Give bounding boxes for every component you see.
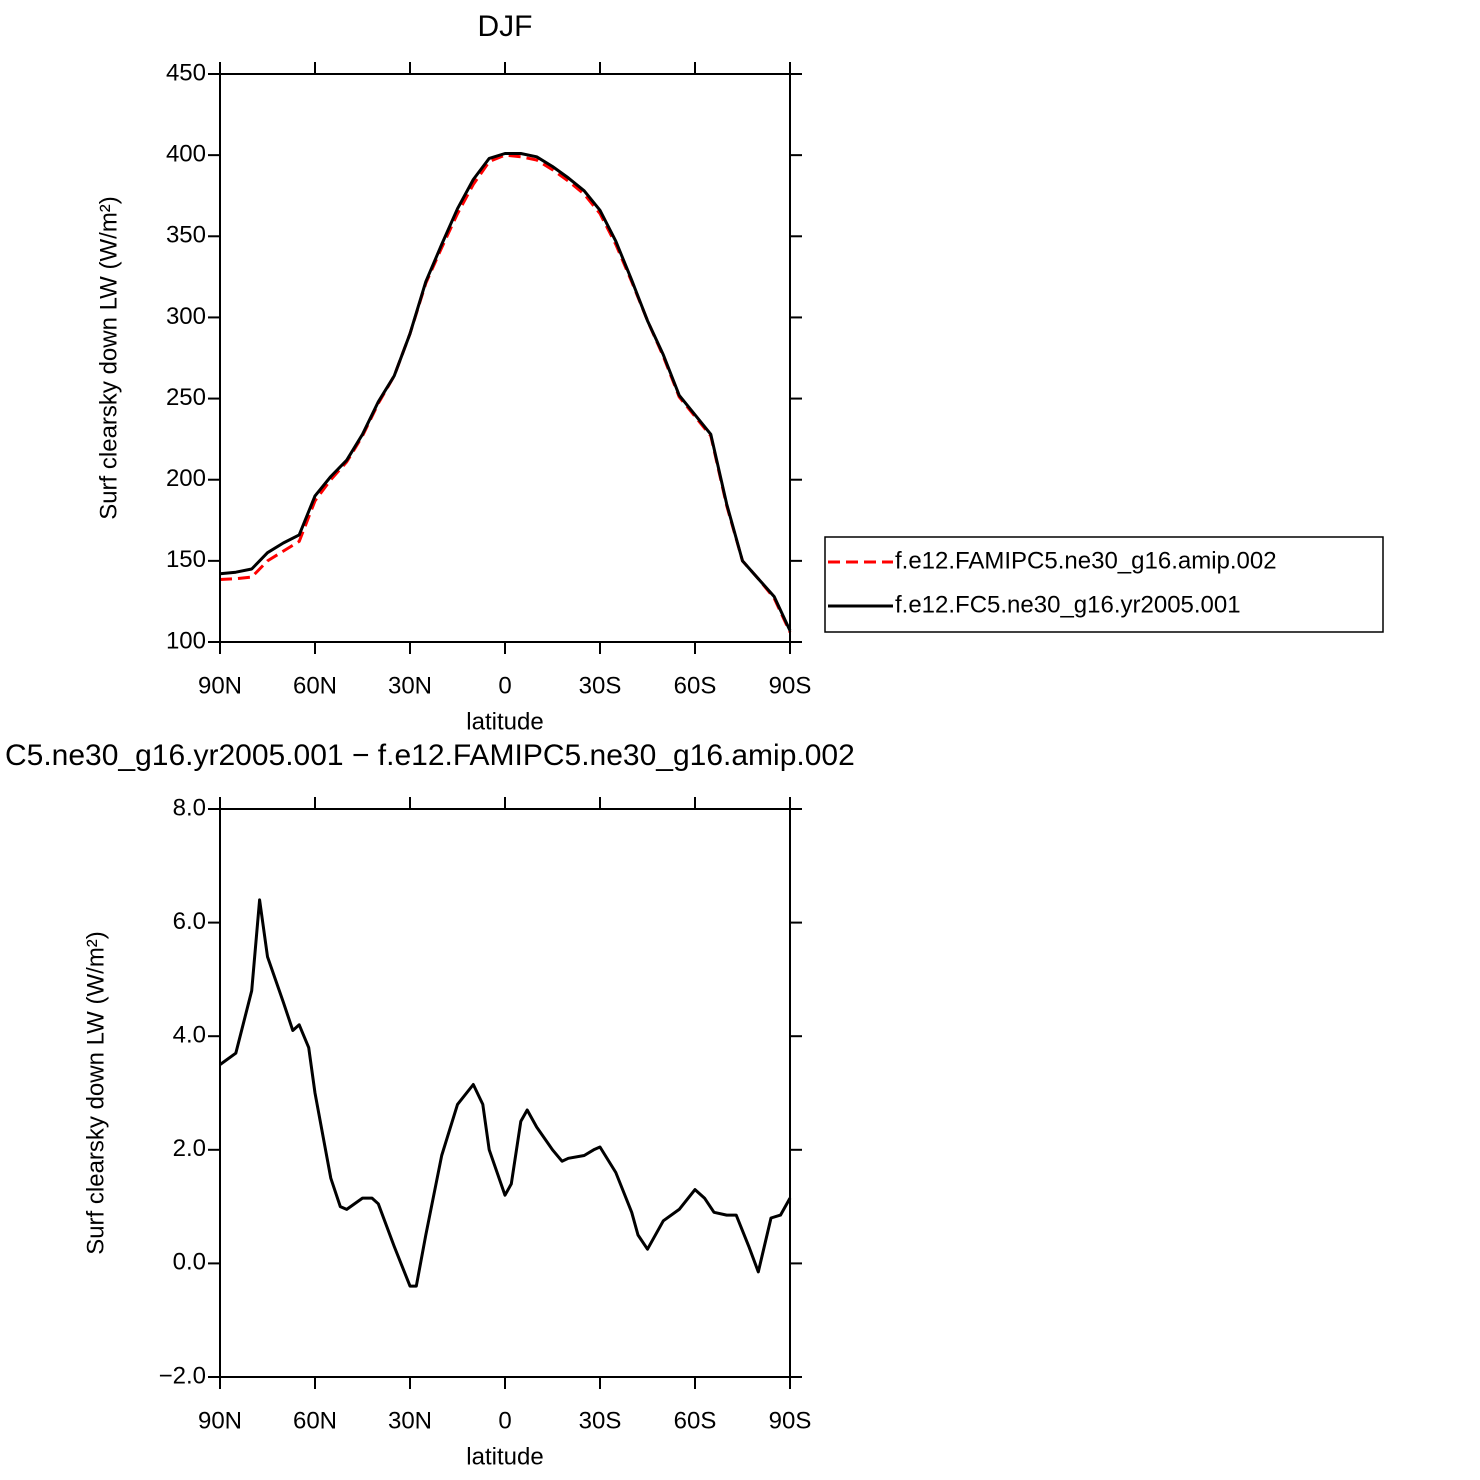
x-tick-label: 90N [198,1407,242,1434]
y-tick-label: 6.0 [173,908,206,935]
y-tick-label: 300 [166,303,206,330]
y-tick-label: 2.0 [173,1135,206,1162]
legend-label: f.e12.FC5.ne30_g16.yr2005.001 [895,591,1241,618]
x-tick-label: 0 [498,1407,511,1434]
plot-frame [219,73,791,643]
y-tick-label: −2.0 [159,1362,206,1389]
y-axis-label: Surf clearsky down LW (W/m²) [82,931,109,1255]
y-tick-label: 8.0 [173,794,206,821]
x-axis-label: latitude [466,1443,543,1470]
y-tick-label: 4.0 [173,1022,206,1049]
y-tick-label: 200 [166,465,206,492]
x-tick-label: 30S [579,1407,622,1434]
chart-title: DJF [478,10,533,43]
y-axis-label: Surf clearsky down LW (W/m²) [95,196,122,520]
chart-title: C5.ne30_g16.yr2005.001 − f.e12.FAMIPC5.n… [5,739,855,772]
x-tick-label: 30N [388,672,432,699]
x-tick-label: 90N [198,672,242,699]
y-tick-label: 250 [166,384,206,411]
x-tick-label: 90S [769,1407,812,1434]
legend-label: f.e12.FAMIPC5.ne30_g16.amip.002 [895,547,1277,574]
x-axis-label: latitude [466,708,543,735]
x-tick-label: 90S [769,672,812,699]
x-tick-label: 60N [293,1407,337,1434]
data-line [219,153,792,633]
data-line [219,152,792,632]
plot-frame [219,808,791,1378]
y-tick-label: 150 [166,546,206,573]
x-tick-label: 60S [674,672,717,699]
y-tick-label: 350 [166,222,206,249]
y-tick-label: 100 [166,627,206,654]
x-tick-label: 30S [579,672,622,699]
x-tick-label: 60S [674,1407,717,1434]
x-tick-label: 30N [388,1407,432,1434]
y-tick-label: 450 [166,59,206,86]
x-tick-label: 0 [498,672,511,699]
legend-box [824,536,1384,633]
data-line [219,898,792,1288]
y-tick-label: 0.0 [173,1249,206,1276]
x-tick-label: 60N [293,672,337,699]
y-tick-label: 400 [166,140,206,167]
